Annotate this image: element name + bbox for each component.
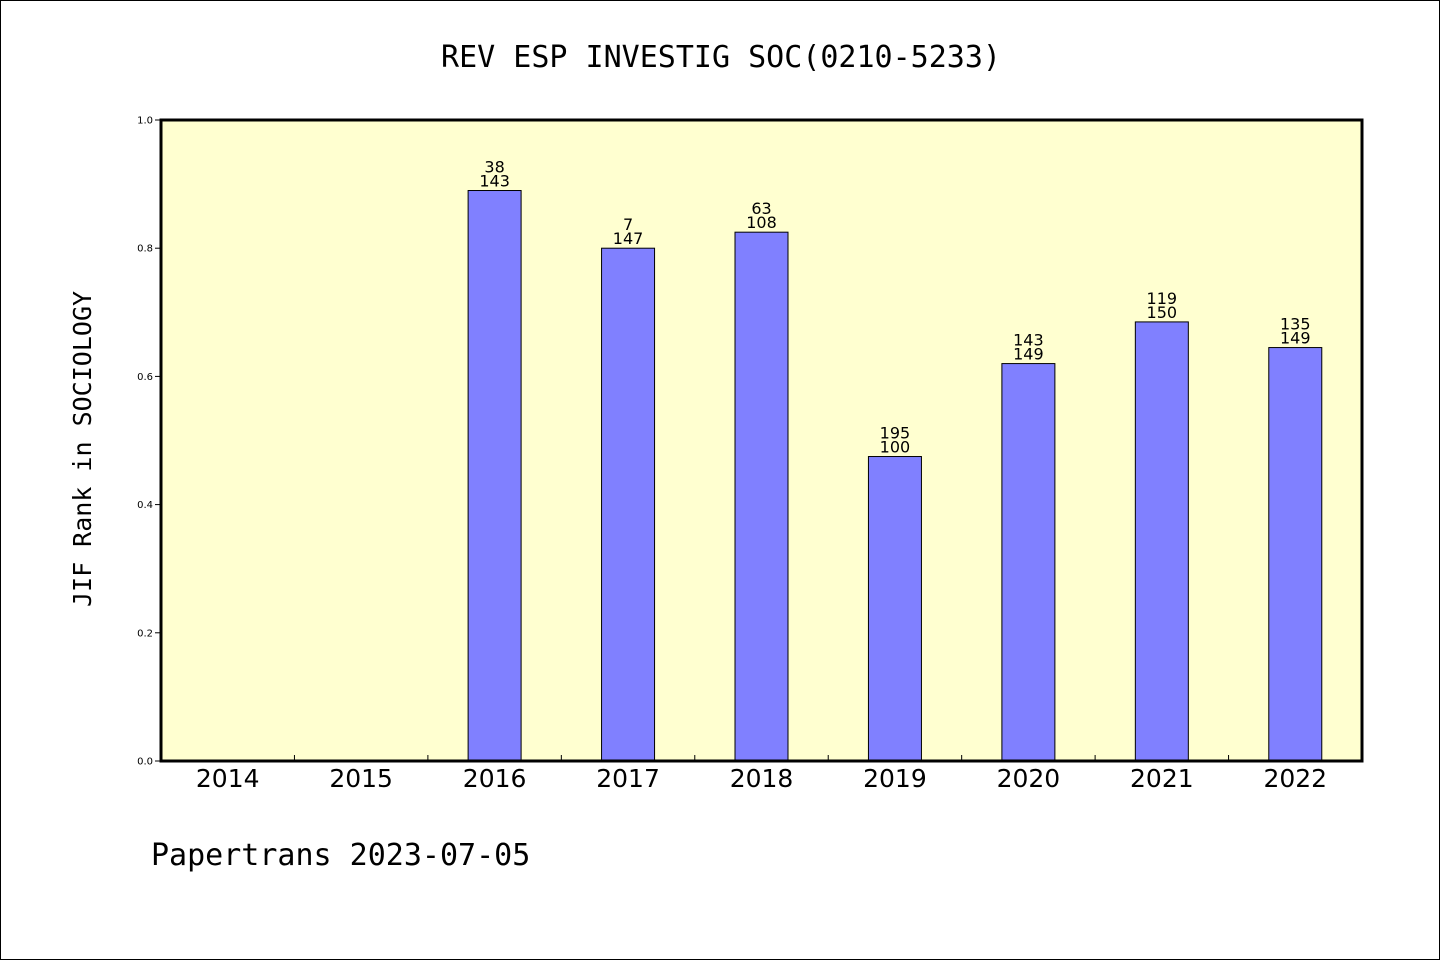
y-axis-label: JIF Rank in SOCIOLOGY [68,291,97,607]
x-tick-label: 2018 [730,764,794,793]
bar-rank-label: 143 [1013,331,1044,350]
footer-credit: Papertrans 2023-07-05 [151,838,530,873]
x-tick-label: 2020 [997,764,1061,793]
bar-total-label: 149 [1013,345,1044,364]
bar-rank-label: 195 [880,424,911,443]
x-tick-label: 2017 [596,764,660,793]
bar-total-label: 100 [880,438,911,457]
x-tick-label: 2016 [463,764,527,793]
bar-total-label: 108 [746,213,777,232]
x-tick-label: 2019 [863,764,927,793]
y-axis: 0.0 0.2 0.4 0.6 0.8 1.0 [137,116,161,768]
x-tick-label: 2021 [1130,764,1194,793]
bar-rank-label: 119 [1147,289,1178,308]
bar-total-label: 147 [613,229,644,248]
bars-layer [467,190,1323,762]
bar [1001,363,1056,762]
bar-rank-label: 135 [1280,315,1311,334]
bar [467,190,522,762]
bar [734,231,789,762]
y-tick-label: 1.0 [137,116,153,127]
bar [1268,347,1323,762]
chart-title: REV ESP INVESTIG SOC(0210-5233) [441,40,1001,75]
y-tick-label: 0.0 [137,757,153,768]
y-tick-label: 0.8 [137,244,153,255]
y-tick-label: 0.4 [137,500,153,511]
bar [601,247,656,762]
y-tick-label: 0.6 [137,372,153,383]
plot-border [159,118,1364,763]
x-tick-label: 2022 [1263,764,1327,793]
bar [867,456,922,762]
bar-total-label: 150 [1147,303,1178,322]
bar-rank-label: 38 [484,158,504,177]
bar-rank-label: 63 [751,199,771,218]
bar [1134,321,1189,762]
x-tick-label: 2015 [329,764,393,793]
y-tick-label: 0.2 [137,628,153,639]
x-tick-label: 2014 [196,764,260,793]
bar-total-label: 143 [479,172,510,191]
bar-total-label: 149 [1280,329,1311,348]
bar-rank-label: 7 [623,215,633,234]
x-axis: 2014 2015 2016 2017 2018 2019 2020 2021 2022 [196,755,1327,793]
